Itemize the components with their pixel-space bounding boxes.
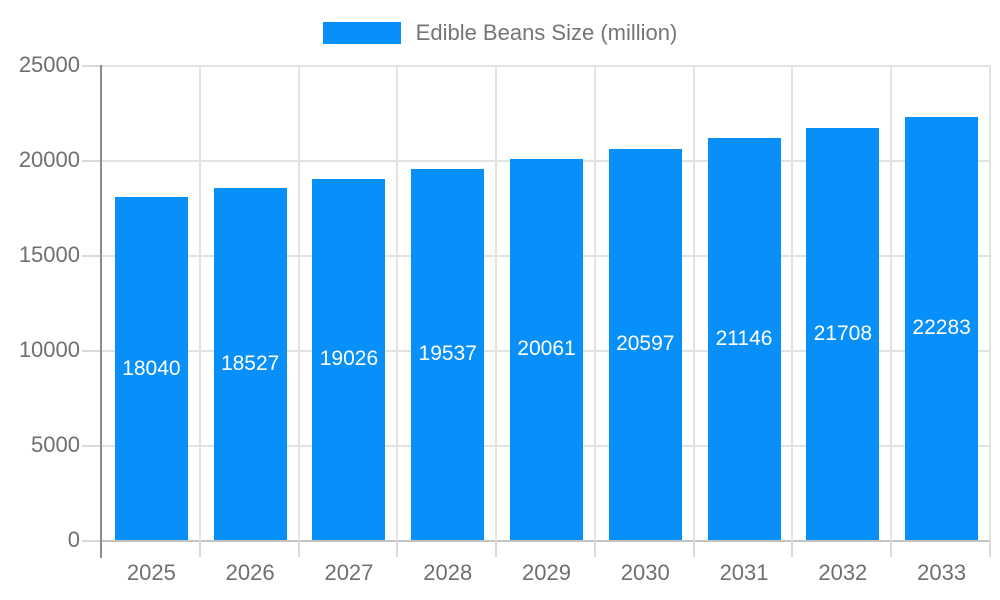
- y-axis-label: 10000: [18, 337, 80, 362]
- y-axis-label: 20000: [18, 147, 80, 172]
- x-tick: [692, 540, 695, 557]
- y-axis-label: 25000: [18, 52, 80, 77]
- bar[interactable]: 18040: [114, 197, 188, 540]
- bar[interactable]: 22283: [905, 116, 979, 540]
- gridline-x: [791, 65, 794, 540]
- gridline-x: [890, 65, 893, 540]
- x-tick: [297, 540, 300, 557]
- x-tick: [396, 540, 399, 557]
- bar-value-label: 21708: [813, 321, 873, 345]
- y-axis-label: 15000: [18, 242, 80, 267]
- bar[interactable]: 19026: [312, 178, 386, 540]
- bar-value-label: 21146: [715, 327, 773, 351]
- x-tick: [791, 540, 794, 557]
- y-tick: [82, 65, 100, 67]
- x-axis-line: [102, 540, 991, 542]
- x-axis-label: 2027: [324, 560, 374, 585]
- bar[interactable]: 19537: [411, 168, 485, 540]
- bar[interactable]: 21708: [806, 127, 880, 540]
- y-axis-label: 5000: [31, 432, 80, 457]
- gridline-x: [593, 65, 596, 540]
- x-tick: [198, 540, 201, 557]
- bar-value-label: 19537: [418, 342, 477, 366]
- x-axis-label: 2029: [522, 560, 571, 585]
- gridline-y: [102, 65, 991, 67]
- y-axis-label: 0: [67, 527, 80, 552]
- gridline-x: [396, 65, 399, 540]
- bar[interactable]: 18527: [213, 188, 287, 540]
- y-tick: [82, 160, 100, 162]
- bar-value-label: 22283: [912, 316, 971, 340]
- legend-label: Edible Beans Size (million): [415, 20, 678, 45]
- gridline-x: [692, 65, 695, 540]
- y-tick: [82, 445, 100, 447]
- x-axis-label: 2026: [225, 560, 275, 585]
- x-axis-label: 2033: [917, 560, 967, 585]
- y-axis-line: [100, 65, 102, 558]
- bar-value-label: 18040: [122, 356, 181, 380]
- x-axis-label: 2025: [126, 560, 176, 585]
- bar[interactable]: 20597: [608, 148, 682, 540]
- bar[interactable]: 21146: [707, 138, 781, 540]
- x-tick: [593, 540, 596, 557]
- x-axis-label: 2032: [818, 560, 868, 585]
- plot-area: 0 5000 10000 15000 20000 25000 18040 2025 18527 2…: [19, 52, 991, 585]
- bar-value-label: 18527: [220, 352, 280, 375]
- x-tick: [890, 540, 893, 557]
- x-axis-label: 2028: [423, 560, 473, 585]
- gridline-x: [495, 65, 498, 540]
- x-axis-label: 2031: [719, 560, 769, 585]
- y-tick: [82, 255, 100, 257]
- x-axis-label: 2030: [620, 560, 670, 585]
- y-tick: [82, 350, 100, 352]
- chart-legend[interactable]: Edible Beans Size (million): [0, 20, 1000, 46]
- x-tick: [989, 540, 991, 557]
- x-tick: [495, 540, 498, 557]
- gridline-x: [198, 65, 201, 540]
- bar[interactable]: 20061: [510, 158, 583, 540]
- bar-value-label: 19026: [319, 347, 379, 371]
- legend-swatch-icon: [322, 22, 401, 44]
- y-tick: [82, 540, 100, 542]
- gridline-x: [989, 65, 991, 540]
- gridline-x: [297, 65, 300, 540]
- bar-value-label: 20597: [616, 332, 675, 356]
- bar-value-label: 20061: [517, 337, 576, 361]
